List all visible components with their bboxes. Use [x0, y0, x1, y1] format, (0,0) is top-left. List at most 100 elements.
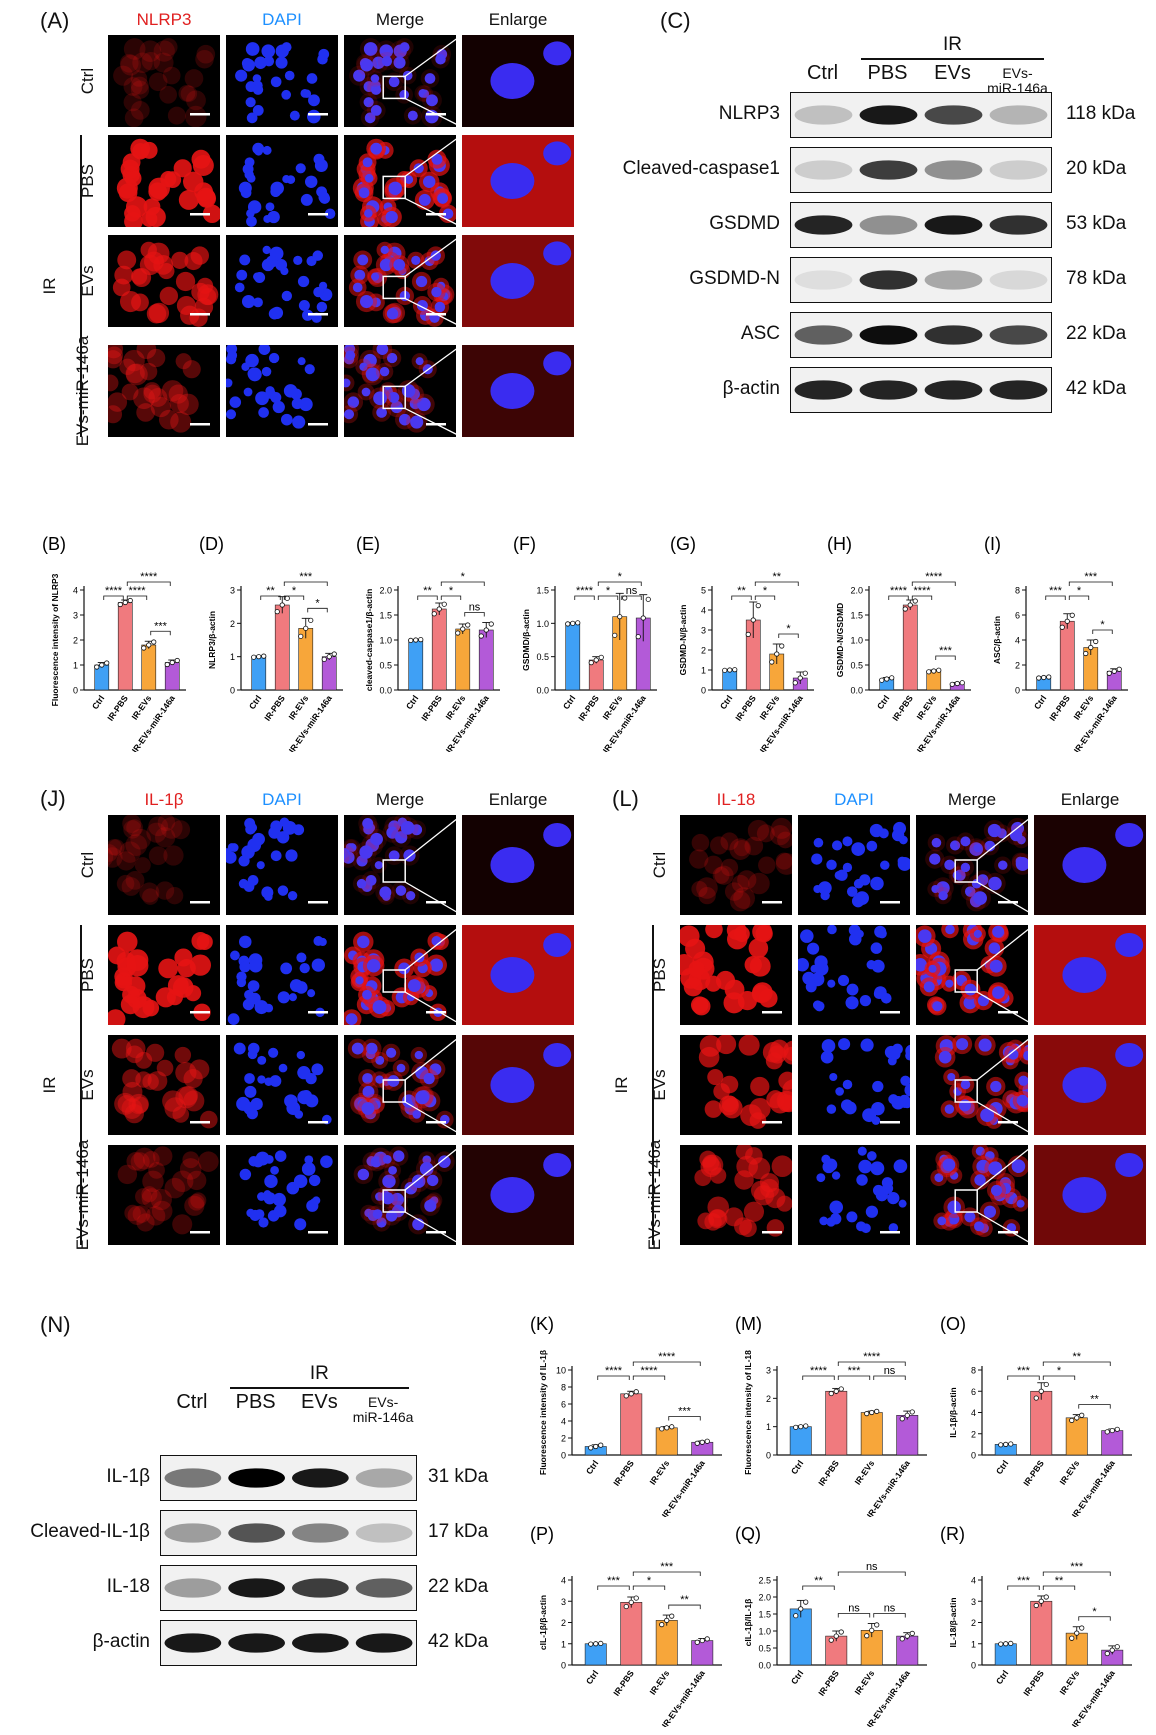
chart-B-bar-1 — [117, 602, 133, 691]
chart-Q-ytick-2: 1.0 — [758, 1627, 771, 1637]
chart-F-xtick-3: IR-EVs-miR-146a — [601, 693, 648, 752]
panel-l-tile-r0-c0 — [680, 815, 792, 915]
chart-F-ylabel: GSDMD/β-actin — [521, 609, 531, 671]
chart-R-sig-2: *** — [1070, 1561, 1084, 1573]
panel-j-row-label-3: EVs-miR-146a — [73, 1139, 92, 1251]
chart-B-xtick-1: IR-PBS — [105, 693, 130, 723]
panel-j-tile-r3-c0 — [108, 1145, 220, 1245]
chart-P-ylabel: cIL-1β/β-actin — [538, 1595, 548, 1650]
chart-R-bar-1 — [1030, 1600, 1053, 1666]
chart-I-sig-2: *** — [1084, 571, 1098, 583]
panel-j-ir-bracket — [80, 925, 82, 1245]
chart-D-sig-3: * — [315, 597, 320, 609]
chart-K-ylabel: Fluorescence intensity of IL-1β — [538, 1350, 548, 1475]
panel-j-tile-r0-c0 — [108, 815, 220, 915]
panel-j-col-dapi: DAPI — [262, 790, 302, 809]
panel-l-tile-r3-c2 — [916, 1145, 1028, 1245]
panel-n-lane-3: EVs- miR-146a — [352, 1394, 414, 1425]
chart-F-bar-0 — [565, 623, 581, 691]
chart-P-bar-1 — [620, 1602, 643, 1666]
panel-c-band-name-1: Cleaved-caspase1 — [622, 158, 780, 179]
panel-j-tile-r1-c0 — [108, 925, 220, 1025]
chart-M-bar-1 — [825, 1390, 848, 1456]
chart-E-ylabel: cleaved-caspase1/β-actin — [364, 589, 374, 692]
chart-G-sig-2: ** — [772, 571, 781, 583]
chart-E-label: (E) — [356, 534, 380, 554]
chart-K-ytick-2: 4 — [561, 1417, 566, 1427]
chart-P-ytick-4: 4 — [561, 1576, 566, 1586]
chart-M-ytick-2: 2 — [766, 1394, 771, 1404]
chart-B-sig-3: *** — [154, 620, 168, 632]
panel-a-row-label-0: Ctrl — [78, 67, 97, 95]
panel-n-lane-2: EVs — [301, 1391, 338, 1413]
panel-a-tile-r2-c0 — [108, 235, 220, 327]
panel-n-band-kda-0: 31 kDa — [428, 1466, 489, 1487]
chart-M-ytick-1: 1 — [766, 1422, 771, 1432]
chart-E-bar-1 — [431, 608, 447, 691]
chart-H-ytick-1: 0.5 — [850, 661, 863, 671]
chart-D-sig-2: *** — [299, 571, 313, 583]
panel-j-row-label-0: Ctrl — [78, 851, 97, 879]
panel-l-zoom-lines-3 — [976, 1144, 1035, 1246]
chart-D-ylabel: NLRP3/β-actin — [207, 611, 217, 669]
panel-j-tile-r3-c2 — [344, 1145, 456, 1245]
chart-I-ytick-4: 8 — [1015, 586, 1020, 596]
chart-E-ytick-2: 1.0 — [379, 636, 392, 646]
chart-K: (K) 0 2 4 6 8 10 Fluorescence intensity of IL-1… — [528, 1312, 728, 1520]
chart-H-xtick-3: IR-EVs-miR-146a — [915, 693, 962, 752]
chart-P-bar-0 — [584, 1643, 607, 1666]
panel-n-ir-line — [229, 1387, 409, 1389]
chart-H-xtick-2: IR-EVs — [914, 693, 938, 721]
chart-O-ytick-0: 0 — [971, 1451, 976, 1461]
chart-O-bar-2 — [1065, 1417, 1088, 1456]
chart-D-ytick-0: 0 — [230, 686, 235, 696]
panel-c-band-kda-4: 22 kDa — [1066, 323, 1127, 344]
chart-M-sig-1: *** — [848, 1365, 862, 1377]
chart-O-label: (O) — [940, 1314, 966, 1334]
panel-j-zoom-lines-1 — [404, 924, 463, 1026]
chart-G-sig-3: * — [786, 623, 791, 635]
panel-a-ir-bracket — [80, 135, 82, 437]
panel-j-tile-r2-c3 — [462, 1035, 574, 1135]
panel-n-band-kda-3: 42 kDa — [428, 1631, 489, 1652]
chart-R-xtick-1: IR-PBS — [1021, 1668, 1046, 1698]
chart-I-bar-1 — [1059, 620, 1075, 691]
chart-B-ytick-4: 4 — [73, 586, 78, 596]
panel-a-tile-r1-c0 — [108, 135, 220, 227]
panel-j-tile-r0-c1 — [226, 815, 338, 915]
chart-O-ylabel: IL-1β/β-actin — [948, 1387, 958, 1438]
chart-P-sig-0: *** — [607, 1575, 621, 1587]
chart-D-xtick-1: IR-PBS — [262, 693, 287, 723]
chart-B-ytick-1: 1 — [73, 661, 78, 671]
chart-G-ylabel: GSDMD-N/β-actin — [678, 605, 688, 676]
chart-I-ytick-3: 6 — [1015, 611, 1020, 621]
panel-a-tile-r0-c3 — [462, 35, 574, 127]
chart-Q-xtick-2: IR-EVs — [852, 1668, 876, 1696]
panel-a-tile-r1-c1 — [226, 135, 338, 227]
chart-O: (O) 0 2 4 6 8 IL-1β/β-actin Ctrl IR-PBS IR-EVs IR-… — [938, 1312, 1138, 1520]
chart-K-sig-3: *** — [678, 1406, 692, 1418]
chart-R-xtick-0: Ctrl — [994, 1668, 1011, 1686]
panel-n-lane-1: PBS — [235, 1391, 276, 1413]
panel-a-tile-r0-c2 — [344, 35, 456, 127]
panel-c-lane-3: EVs- miR-146a — [987, 65, 1048, 96]
chart-M-sig-3: ns — [884, 1365, 896, 1377]
chart-H-xtick-1: IR-PBS — [890, 693, 915, 723]
chart-O-ytick-4: 8 — [971, 1366, 976, 1376]
panel-c-lane-1: PBS — [867, 62, 908, 84]
chart-D-sig-0: ** — [266, 585, 275, 597]
chart-Q-ytick-1: 0.5 — [758, 1644, 771, 1654]
chart-F: (F) 0.0 0.5 1.0 1.5 GSDMD/β-actin Ctrl IR-PBS IR… — [511, 532, 663, 755]
chart-G-sig-1: * — [763, 585, 768, 597]
panel-c-band-lane-4 — [790, 312, 1052, 358]
panel-l-ir-bracket — [652, 925, 654, 1245]
chart-I-sig-3: * — [1100, 619, 1105, 631]
panel-c-lane-2: EVs — [934, 62, 971, 84]
chart-B-xtick-2: IR-EVs — [129, 693, 153, 721]
chart-M-xtick-1: IR-PBS — [816, 1458, 841, 1488]
chart-F-xtick-2: IR-EVs — [600, 693, 624, 721]
chart-Q-ytick-0: 0.0 — [758, 1661, 771, 1671]
chart-D-sig-1: * — [292, 585, 297, 597]
panel-j-col-il1b: IL-1β — [144, 790, 184, 809]
chart-O-sig-1: * — [1057, 1365, 1062, 1377]
